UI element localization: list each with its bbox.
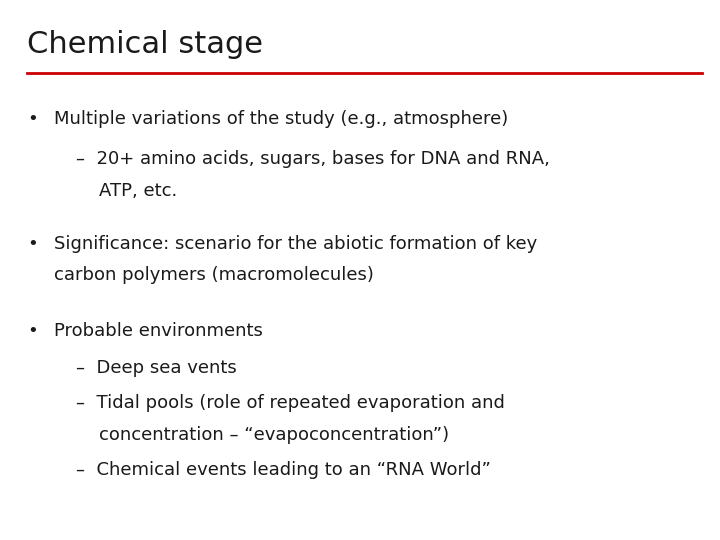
- Text: •: •: [27, 322, 38, 340]
- Text: ATP, etc.: ATP, etc.: [76, 181, 177, 200]
- Text: •: •: [27, 110, 38, 128]
- Text: Multiple variations of the study (e.g., atmosphere): Multiple variations of the study (e.g., …: [54, 110, 508, 128]
- Text: •: •: [27, 235, 38, 253]
- Text: Probable environments: Probable environments: [54, 322, 263, 340]
- Text: –  Deep sea vents: – Deep sea vents: [76, 359, 236, 377]
- Text: Chemical stage: Chemical stage: [27, 30, 264, 59]
- Text: –  Chemical events leading to an “RNA World”: – Chemical events leading to an “RNA Wor…: [76, 461, 490, 479]
- Text: carbon polymers (macromolecules): carbon polymers (macromolecules): [54, 266, 374, 285]
- Text: –  20+ amino acids, sugars, bases for DNA and RNA,: – 20+ amino acids, sugars, bases for DNA…: [76, 150, 549, 168]
- Text: –  Tidal pools (role of repeated evaporation and: – Tidal pools (role of repeated evaporat…: [76, 394, 505, 413]
- Text: concentration – “evapoconcentration”): concentration – “evapoconcentration”): [76, 426, 449, 444]
- Text: Significance: scenario for the abiotic formation of key: Significance: scenario for the abiotic f…: [54, 235, 537, 253]
